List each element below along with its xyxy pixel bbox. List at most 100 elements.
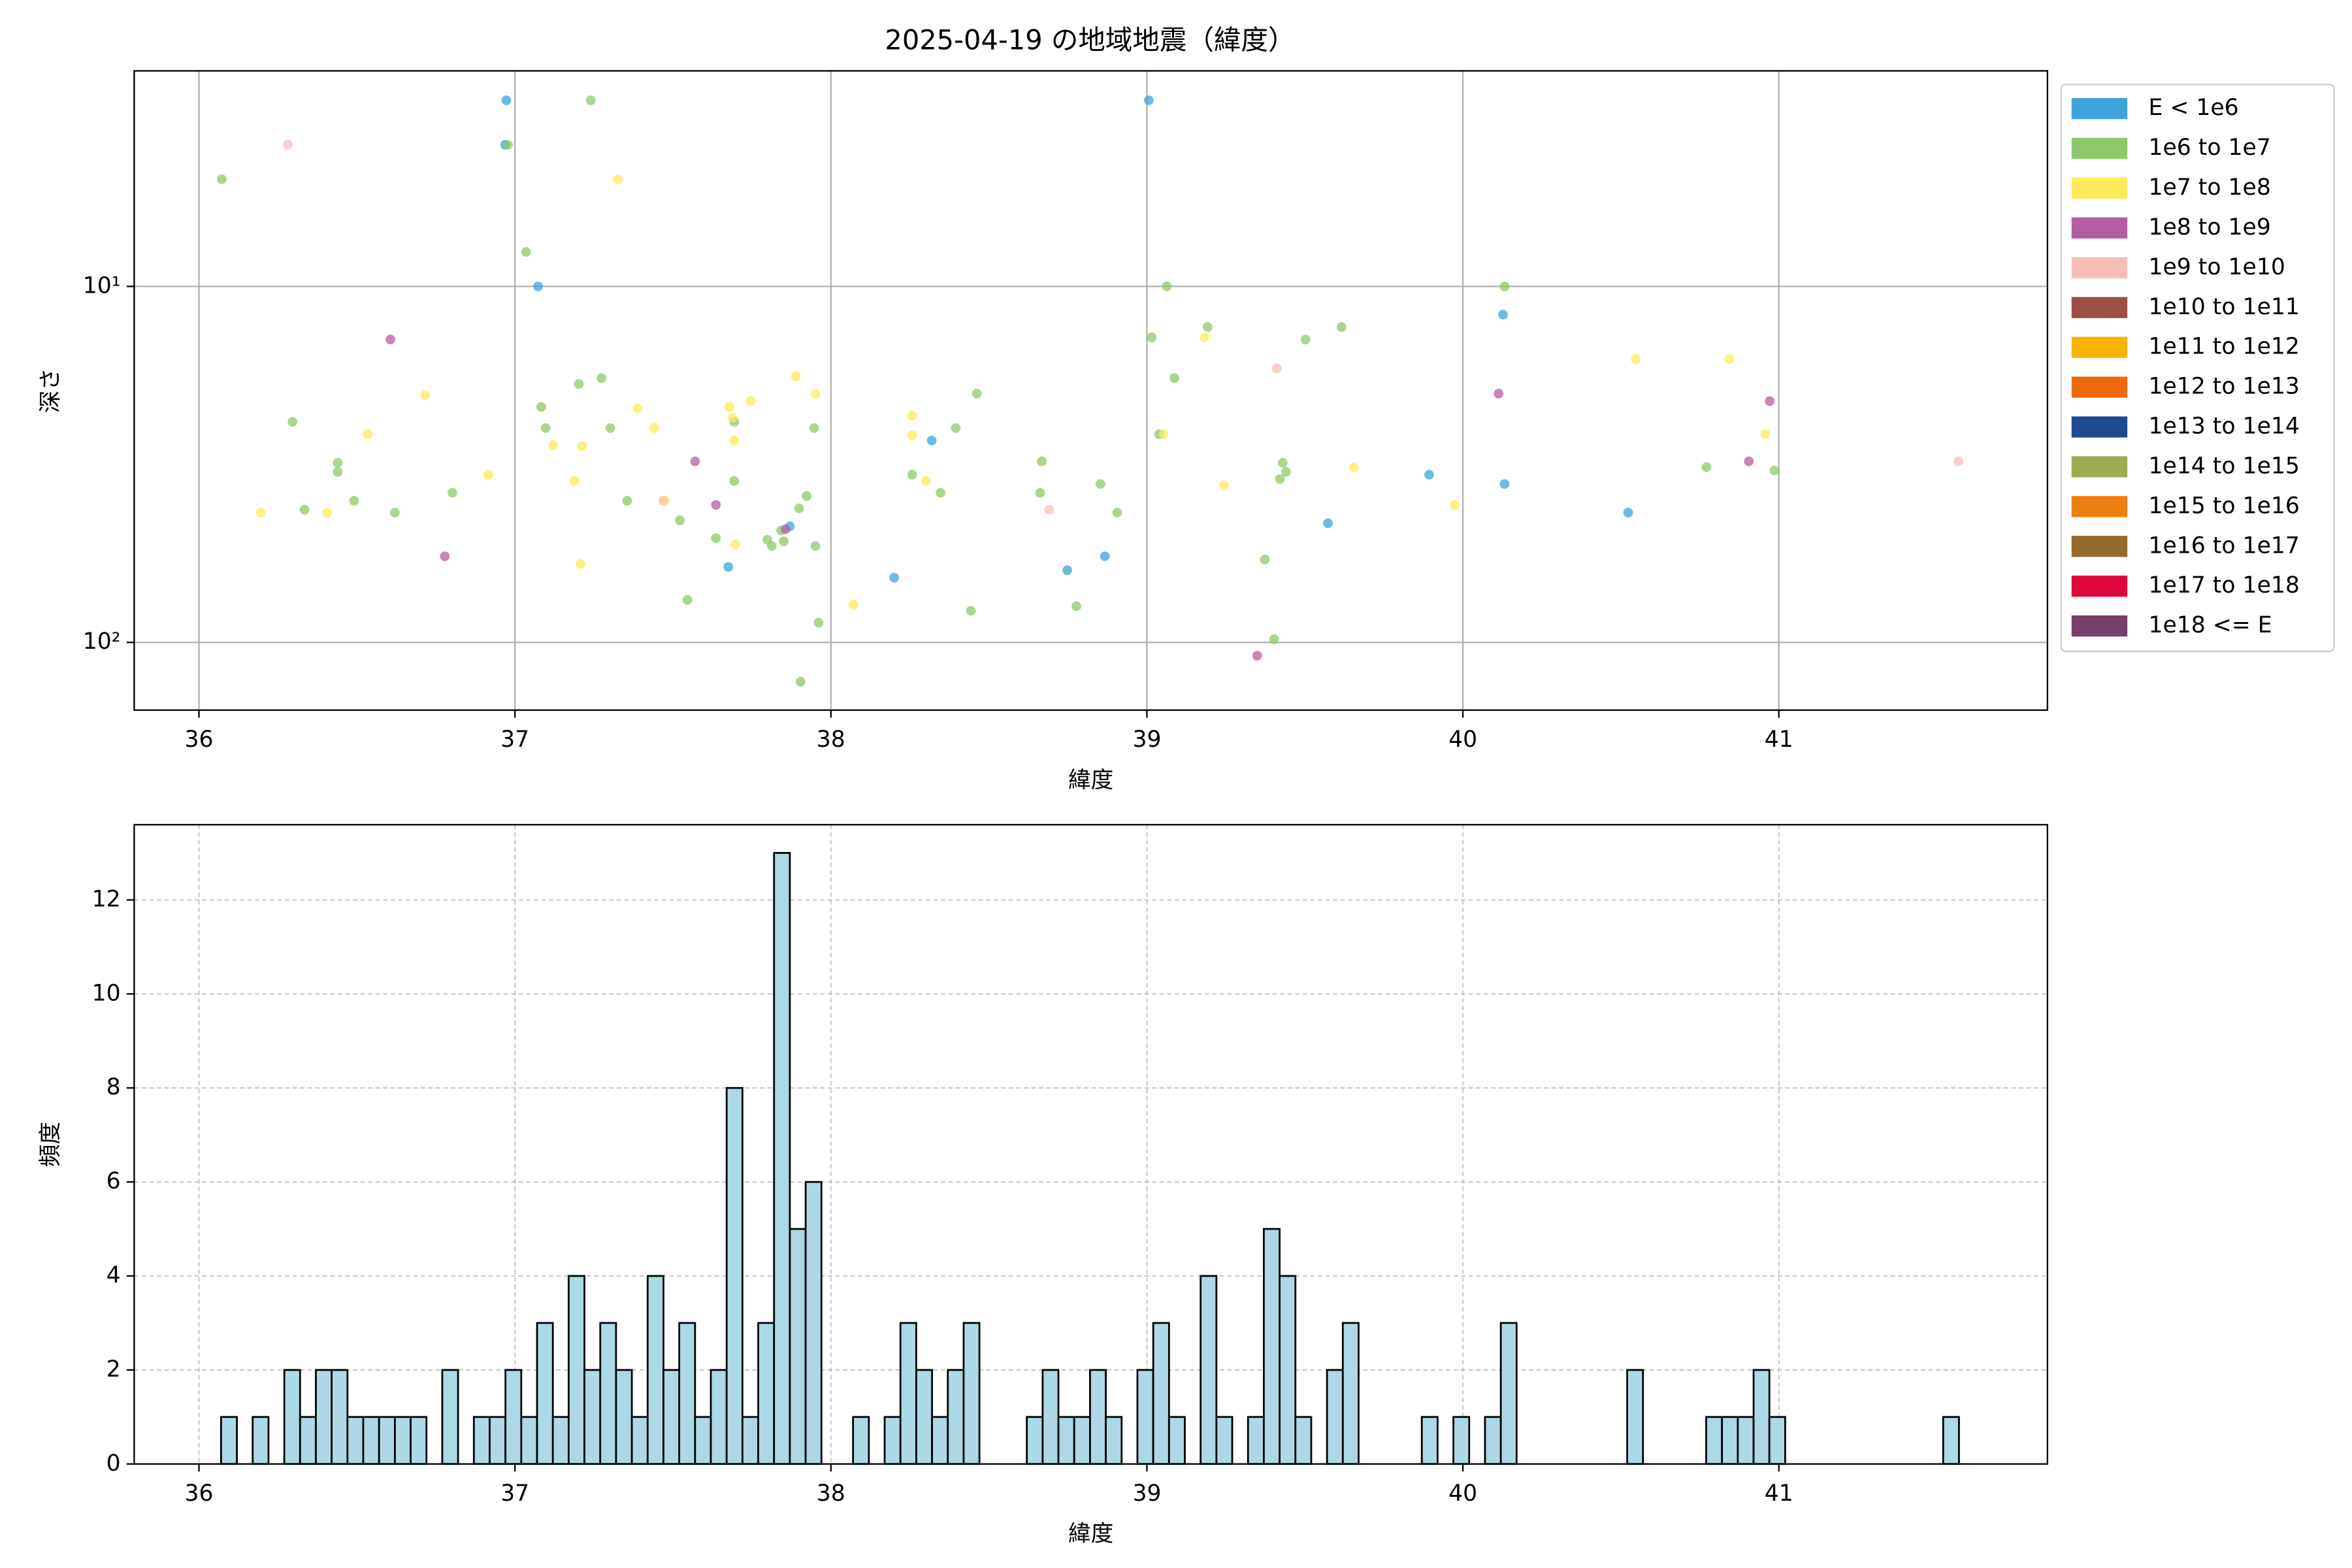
- point: [605, 423, 615, 433]
- bar: [1341, 1322, 1360, 1465]
- bar: [472, 1416, 491, 1465]
- bar: [1752, 1369, 1771, 1465]
- point: [966, 606, 976, 616]
- bar: [1247, 1416, 1265, 1465]
- point: [810, 389, 821, 399]
- point: [1271, 363, 1282, 374]
- bar: [710, 1369, 728, 1465]
- x-tick-label: 37: [500, 727, 529, 753]
- bar: [1026, 1416, 1044, 1465]
- point: [1348, 462, 1359, 472]
- point: [283, 140, 293, 150]
- point: [632, 403, 643, 414]
- point: [1147, 332, 1157, 342]
- bar: [694, 1416, 712, 1465]
- bar: [283, 1369, 301, 1465]
- point: [420, 390, 431, 400]
- point: [1323, 518, 1333, 529]
- point: [1219, 480, 1229, 491]
- bar: [962, 1322, 981, 1465]
- point: [730, 540, 741, 549]
- point: [540, 423, 551, 433]
- point: [1631, 354, 1641, 364]
- legend-swatch: [2071, 416, 2128, 438]
- y-axis-label: 頻度: [37, 1122, 63, 1167]
- legend-swatch: [2071, 456, 2128, 478]
- legend-swatch: [2071, 177, 2128, 199]
- point: [1037, 456, 1047, 466]
- legend-swatch: [2071, 336, 2128, 358]
- bar: [1721, 1416, 1739, 1465]
- point: [649, 423, 659, 433]
- point: [1252, 651, 1262, 661]
- bar: [410, 1416, 428, 1465]
- point: [596, 373, 607, 384]
- point: [1744, 456, 1754, 466]
- point: [1450, 500, 1460, 510]
- point: [322, 508, 333, 518]
- bar: [789, 1228, 807, 1465]
- point: [1499, 479, 1510, 489]
- point: [728, 413, 738, 423]
- bar: [520, 1416, 538, 1465]
- bar: [1200, 1275, 1218, 1465]
- legend-swatch: [2071, 615, 2128, 637]
- x-axis-label: 緯度: [1068, 1521, 1113, 1547]
- legend-label: 1e15 to 1e16: [2148, 493, 2299, 519]
- bar: [1768, 1416, 1786, 1465]
- y-tick-label: 0: [106, 1450, 121, 1477]
- legend-label: 1e13 to 1e14: [2148, 414, 2299, 440]
- bar: [646, 1275, 664, 1465]
- legend-label: 1e12 to 1e13: [2148, 374, 2299, 400]
- bar: [1484, 1416, 1502, 1465]
- point: [779, 536, 789, 546]
- bar: [1942, 1416, 1960, 1465]
- point: [1260, 554, 1270, 564]
- legend-swatch: [2071, 137, 2128, 159]
- point: [1953, 456, 1963, 466]
- bar: [568, 1275, 585, 1465]
- x-tick-label: 36: [185, 1480, 214, 1507]
- y-tick-label: 10²: [83, 629, 121, 655]
- bar: [1499, 1322, 1518, 1465]
- bar: [315, 1369, 333, 1465]
- point: [299, 504, 310, 515]
- point: [533, 282, 543, 291]
- point: [936, 487, 946, 498]
- bar: [773, 852, 791, 1465]
- bar: [1057, 1416, 1075, 1465]
- chart-title: 2025-04-19 の地域地震（緯度）: [885, 24, 1295, 56]
- bar: [252, 1416, 270, 1465]
- bar: [678, 1322, 696, 1465]
- x-tick-label: 37: [500, 1480, 529, 1507]
- point: [907, 430, 917, 440]
- bar: [1452, 1416, 1471, 1465]
- point: [585, 95, 596, 105]
- bar: [551, 1416, 570, 1465]
- bar: [931, 1416, 949, 1465]
- point: [216, 174, 227, 184]
- point: [711, 500, 721, 510]
- point: [349, 496, 359, 506]
- x-tick-label: 39: [1132, 1480, 1161, 1507]
- point: [363, 429, 373, 439]
- point: [745, 396, 756, 406]
- point: [972, 389, 982, 399]
- point: [725, 402, 734, 412]
- y-tick-label: 2: [106, 1356, 121, 1382]
- bar: [899, 1322, 917, 1465]
- point: [1724, 354, 1735, 364]
- point: [1044, 504, 1054, 515]
- point: [287, 417, 298, 427]
- point: [390, 508, 400, 518]
- legend-label: 1e8 to 1e9: [2148, 214, 2270, 240]
- x-axis-label: 緯度: [1068, 767, 1113, 793]
- bar: [299, 1416, 317, 1465]
- bar: [362, 1416, 380, 1465]
- point: [796, 677, 806, 687]
- legend-label: 1e10 to 1e11: [2148, 294, 2299, 320]
- bar: [504, 1369, 523, 1465]
- legend-swatch: [2071, 98, 2128, 120]
- x-tick-label: 38: [817, 1480, 845, 1507]
- bar: [394, 1416, 412, 1465]
